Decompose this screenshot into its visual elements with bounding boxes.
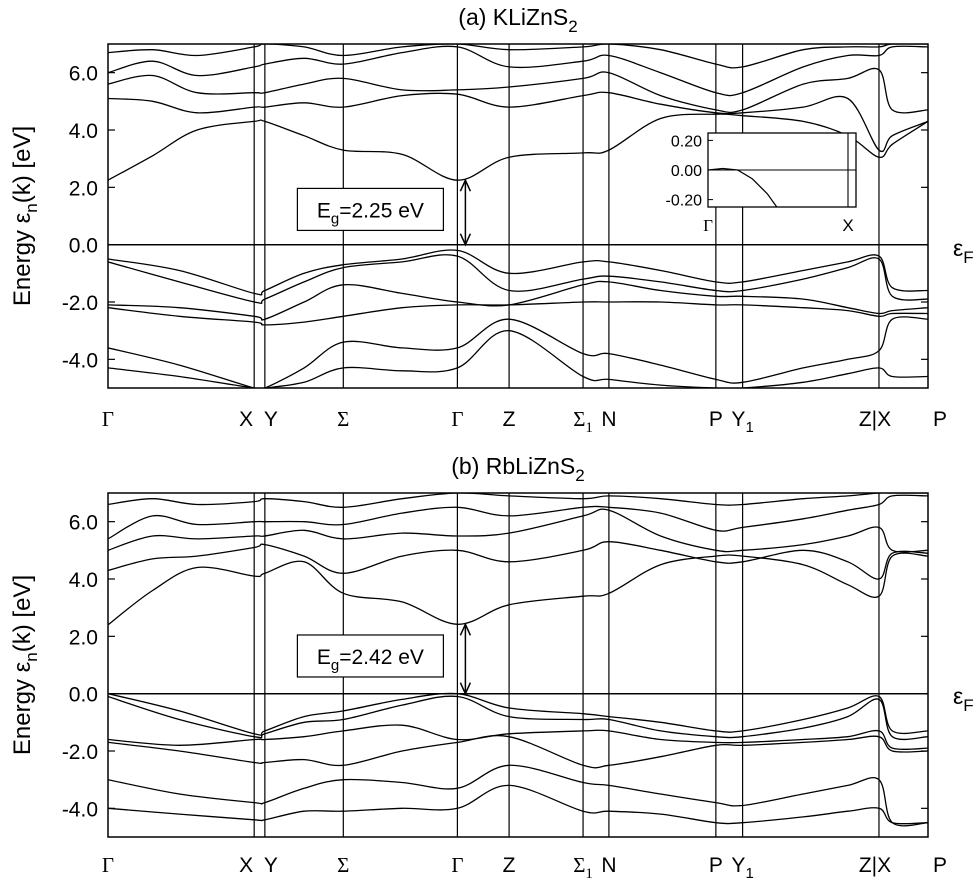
y-tick-label: -4.0	[62, 349, 98, 372]
k-point-label: Y	[264, 408, 278, 431]
y-tick-label: 4.0	[69, 569, 98, 592]
band-line	[108, 494, 928, 540]
band-line	[108, 541, 928, 580]
band-gap-label: Eg=2.25 eV	[317, 199, 424, 227]
band-line	[108, 301, 928, 326]
k-point-label: P	[709, 854, 723, 877]
band-line	[108, 734, 928, 769]
inset-band-line	[707, 167, 778, 208]
k-point-label: Γ	[451, 407, 463, 431]
k-point-label: Y1	[731, 408, 753, 436]
k-point-label: Z|X	[859, 854, 891, 877]
inset-x-label: Γ	[703, 216, 713, 235]
band-line	[108, 692, 928, 736]
band-line	[108, 784, 928, 825]
y-tick-label: 4.0	[69, 120, 98, 143]
y-axis-label: Energy εn(k) [eV]	[9, 575, 41, 755]
y-tick-label: 6.0	[69, 63, 98, 86]
panel-title: (a) KLiZnS2	[458, 4, 577, 36]
inset-y-tick-label: -0.20	[666, 193, 703, 210]
band-line	[108, 249, 928, 296]
inset-y-tick-label: 0.20	[671, 133, 702, 150]
inset-x-label: X	[842, 216, 853, 235]
k-point-label: Σ1	[573, 407, 593, 436]
k-point-label: Σ	[337, 407, 349, 431]
k-point-label: X	[239, 854, 253, 877]
y-tick-label: -4.0	[62, 798, 98, 821]
band-line	[108, 316, 928, 388]
band-line	[108, 91, 928, 153]
k-point-label: Γ	[102, 407, 114, 431]
k-point-label: N	[601, 854, 616, 877]
y-tick-label: 2.0	[69, 626, 98, 649]
plot-frame	[107, 492, 929, 838]
k-point-label: Y1	[731, 854, 753, 882]
gap-arrow-head-up	[459, 622, 472, 636]
panel-b: (b) RbLiZnS2 Energy εn(k) [eV] 6.0 4.0 2.0 0.…	[9, 453, 974, 882]
k-point-label: Z	[503, 408, 516, 431]
k-point-label: N	[601, 408, 616, 431]
band-gap-label: Eg=2.42 eV	[317, 646, 424, 674]
band-line	[108, 724, 928, 751]
gap-label-box	[296, 634, 444, 678]
y-tick-label: 2.0	[69, 177, 98, 200]
panel-a: (a) KLiZnS2 Energy εn(k) [eV] 6.0 4.0 2.0 0.0…	[9, 4, 974, 436]
gap-arrow-head-up	[459, 178, 472, 192]
band-line	[108, 330, 928, 388]
y-tick-label: 0.0	[69, 684, 98, 707]
fermi-level-label: εF	[953, 683, 974, 715]
k-point-label: P	[709, 408, 723, 431]
fermi-level-label: εF	[953, 235, 974, 267]
band-line	[108, 493, 928, 508]
band-line	[108, 508, 928, 553]
k-point-label: P	[933, 408, 947, 431]
y-tick-label: 0.0	[69, 235, 98, 258]
band-line	[108, 45, 928, 97]
inset-y-tick-label: 0.00	[671, 163, 702, 180]
gap-label-box	[296, 187, 444, 232]
gap-arrow-head-down	[459, 682, 472, 696]
k-point-label: Σ	[337, 853, 349, 877]
y-tick-label: -2.0	[62, 741, 98, 764]
band-line	[108, 67, 928, 114]
band-line	[108, 254, 928, 304]
plot-frame	[107, 43, 929, 389]
bands	[108, 44, 928, 388]
k-point-label: Γ	[451, 853, 463, 877]
k-point-label: X	[239, 408, 253, 431]
gap-arrow-head-down	[459, 233, 472, 247]
y-tick-label: -2.0	[62, 292, 98, 315]
k-point-label: Z	[503, 854, 516, 877]
k-point-label: Γ	[102, 853, 114, 877]
y-axis-label: Energy εn(k) [eV]	[9, 126, 41, 306]
k-point-label: P	[933, 854, 947, 877]
band-line	[108, 764, 928, 827]
bands	[108, 493, 928, 827]
k-point-label: Y	[264, 854, 278, 877]
panel-title: (b) RbLiZnS2	[451, 453, 584, 485]
band-line	[108, 44, 928, 69]
band-line	[108, 695, 928, 741]
k-point-label: Σ1	[573, 853, 593, 882]
inset: 0.20 0.00 -0.20Γ X	[666, 132, 857, 235]
y-tick-label: 6.0	[69, 512, 98, 535]
band-line	[108, 552, 928, 626]
k-point-label: Z|X	[859, 408, 891, 431]
band-line	[108, 280, 928, 321]
